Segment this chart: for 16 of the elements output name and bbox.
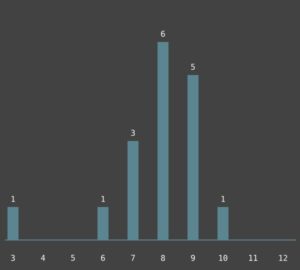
x-tick-label: 8 <box>161 254 165 261</box>
data-label: 3 <box>131 130 135 136</box>
x-tick-label: 10 <box>219 254 228 261</box>
data-label: 1 <box>12 196 15 202</box>
x-tick-label: 4 <box>41 254 46 261</box>
x-tick-label: 6 <box>101 254 105 261</box>
data-label: 5 <box>191 64 195 70</box>
x-tick-label: 7 <box>131 254 135 261</box>
x-tick-label: 5 <box>71 254 75 261</box>
data-label: 1 <box>102 196 105 202</box>
data-label: 1 <box>222 196 225 202</box>
data-label: 6 <box>161 30 165 37</box>
x-tick-label: 3 <box>11 254 15 261</box>
x-tick-label: 12 <box>279 254 288 261</box>
x-tick-label: 9 <box>191 254 195 261</box>
x-tick-label: 11 <box>249 254 258 261</box>
